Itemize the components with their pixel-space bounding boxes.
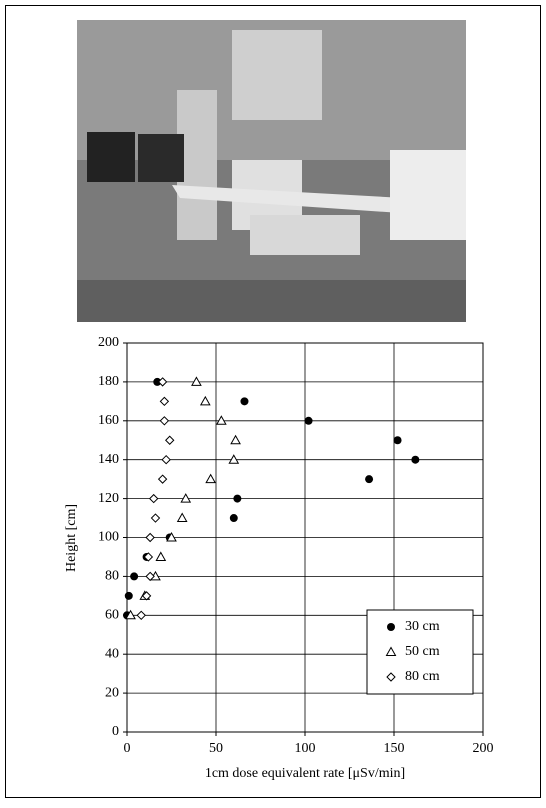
point bbox=[365, 475, 373, 483]
y-tick-label: 120 bbox=[98, 491, 119, 506]
point bbox=[240, 397, 248, 405]
y-tick-label: 180 bbox=[98, 374, 119, 389]
y-tick-label: 80 bbox=[105, 569, 119, 584]
y-tick-label: 140 bbox=[98, 452, 119, 467]
legend-marker bbox=[387, 623, 395, 631]
y-tick-label: 60 bbox=[105, 608, 119, 623]
y-tick-label: 40 bbox=[105, 646, 119, 661]
legend-label: 80 cm bbox=[405, 669, 440, 684]
figure: 1cm dose equivalent rate [μSv/min] Heigh… bbox=[0, 0, 546, 803]
x-axis-label: 1cm dose equivalent rate [μSv/min] bbox=[205, 766, 405, 781]
y-tick-label: 160 bbox=[98, 413, 119, 428]
point bbox=[233, 495, 241, 503]
point bbox=[125, 592, 133, 600]
y-tick-label: 0 bbox=[112, 724, 119, 739]
x-tick-label: 50 bbox=[209, 741, 223, 756]
x-tick-label: 200 bbox=[473, 741, 494, 756]
x-tick-label: 100 bbox=[295, 741, 316, 756]
y-tick-label: 20 bbox=[105, 685, 119, 700]
x-tick-label: 150 bbox=[384, 741, 405, 756]
y-axis-label: Height [cm] bbox=[64, 504, 79, 572]
y-tick-label: 200 bbox=[98, 335, 119, 350]
point bbox=[394, 436, 402, 444]
photo bbox=[77, 20, 466, 322]
point bbox=[411, 456, 419, 464]
legend-label: 50 cm bbox=[405, 644, 440, 659]
legend-label: 30 cm bbox=[405, 619, 440, 634]
point bbox=[230, 514, 238, 522]
point bbox=[305, 417, 313, 425]
y-tick-label: 100 bbox=[98, 530, 119, 545]
point bbox=[130, 572, 138, 580]
x-tick-label: 0 bbox=[124, 741, 131, 756]
